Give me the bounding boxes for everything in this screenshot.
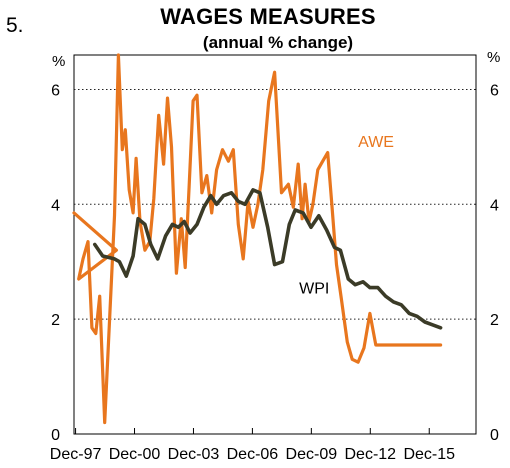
awe-series-label: AWE xyxy=(358,134,394,151)
y-tick-right-0: 0 xyxy=(490,427,499,444)
figure-number: 5. xyxy=(6,14,24,37)
y-tick-left-2: 2 xyxy=(51,312,60,329)
right-axis-unit: % xyxy=(487,49,500,66)
x-tick-label-1: Dec-00 xyxy=(109,446,161,463)
chart-title: WAGES MEASURES xyxy=(160,4,376,29)
awe-series-line xyxy=(72,53,443,425)
y-tick-left-0: 0 xyxy=(51,427,60,444)
x-tick-label-0: Dec-97 xyxy=(50,446,102,463)
chart-subtitle: (annual % change) xyxy=(202,33,354,52)
plot-area-frame xyxy=(73,54,477,435)
x-tick-label-4: Dec-09 xyxy=(286,446,338,463)
left-axis-unit: % xyxy=(52,53,65,70)
y-tick-right-2: 2 xyxy=(490,312,499,329)
wpi-series-line xyxy=(93,188,443,330)
x-tick-label-3: Dec-06 xyxy=(227,446,279,463)
y-tick-right-4: 4 xyxy=(490,197,499,214)
y-tick-right-6: 6 xyxy=(490,82,499,99)
series-layer xyxy=(72,53,443,425)
y-tick-left-4: 4 xyxy=(51,197,60,214)
y-tick-left-6: 6 xyxy=(51,82,60,99)
series-label-layer: AWE WPI xyxy=(299,134,394,297)
x-tick-label-6: Dec-15 xyxy=(403,446,455,463)
wpi-series-label: WPI xyxy=(299,280,329,297)
tick-layer: 0 0 2 2 4 4 6 6 Dec-97 Dec-00 Dec-03 Dec-06 Dec-09 De… xyxy=(50,82,499,463)
x-tick-label-2: Dec-03 xyxy=(168,446,220,463)
x-tick-label-5: Dec-12 xyxy=(345,446,397,463)
